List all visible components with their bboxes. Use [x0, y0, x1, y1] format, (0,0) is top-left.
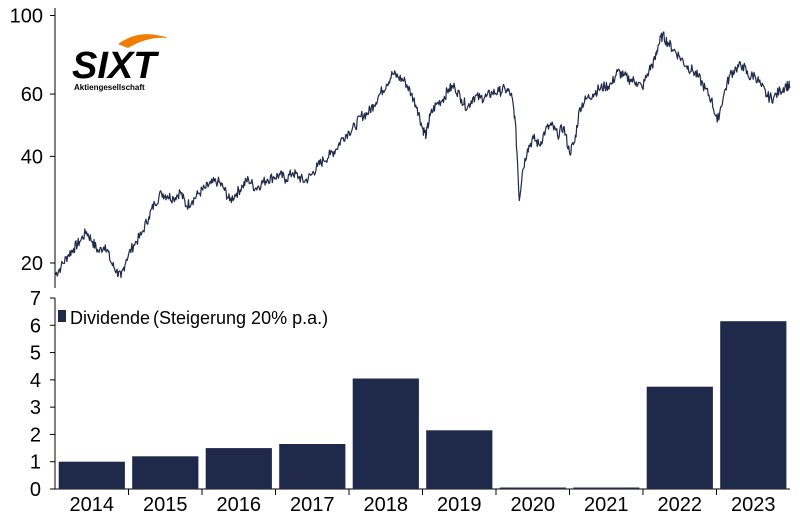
legend-swatch — [58, 310, 66, 322]
dividend-y-tick-label: 2 — [30, 424, 41, 446]
dividend-x-tick-label: 2023 — [731, 494, 776, 516]
dividend-x-tick-label: 2015 — [143, 494, 188, 516]
dividend-y-tick-label: 0 — [30, 479, 41, 501]
dividend-bar — [352, 378, 419, 489]
dividend-x-tick-label: 2018 — [364, 494, 409, 516]
dividend-bar — [573, 487, 640, 489]
dividend-bar — [499, 487, 566, 489]
legend-label: Dividende — [70, 308, 150, 328]
price-y-tick-label: 100 — [10, 6, 43, 28]
dividend-y-tick-label: 7 — [30, 288, 41, 310]
dividend-x-tick-label: 2021 — [584, 494, 629, 516]
logo-wordmark: SIXT — [72, 45, 159, 87]
dividend-bar — [205, 448, 272, 489]
dividend-bar — [720, 321, 787, 489]
dividend-y-tick-label: 3 — [30, 397, 41, 419]
price-series-line — [54, 31, 791, 279]
dividend-bar — [132, 456, 199, 489]
price-panel: 20 40 60 100 — [10, 6, 791, 288]
sixt-logo: SIXT Aktiengesellschaft — [72, 34, 168, 92]
dividend-x-tick-label: 2020 — [511, 494, 556, 516]
logo-subtitle: Aktiengesellschaft — [74, 83, 145, 92]
price-y-tick-label: 60 — [21, 84, 43, 106]
dividend-y-tick-label: 1 — [30, 452, 41, 474]
logo-accent-swoosh — [118, 34, 168, 48]
dividend-panel: Dividende (Steigerung 20% p.a.) 0 1 2 3 4 5 6 7… — [30, 288, 790, 516]
dividend-bar — [279, 444, 346, 489]
dividend-x-tick-label: 2016 — [217, 494, 262, 516]
dividend-y-tick-label: 4 — [30, 370, 41, 392]
price-y-tick-label: 20 — [21, 253, 43, 275]
dividend-x-tick-label: 2022 — [658, 494, 703, 516]
dividend-x-tick-label: 2014 — [70, 494, 115, 516]
dividend-bar — [646, 386, 713, 489]
dividend-y-tick-label: 5 — [30, 343, 41, 365]
dividend-bar — [58, 461, 125, 489]
dividend-x-tick-label: 2019 — [437, 494, 482, 516]
price-y-tick-label: 40 — [21, 146, 43, 168]
dividend-bar — [426, 430, 493, 489]
dividend-y-tick-label: 6 — [30, 315, 41, 337]
legend-note: (Steigerung 20% p.a.) — [153, 308, 328, 328]
dividend-x-tick-label: 2017 — [290, 494, 335, 516]
